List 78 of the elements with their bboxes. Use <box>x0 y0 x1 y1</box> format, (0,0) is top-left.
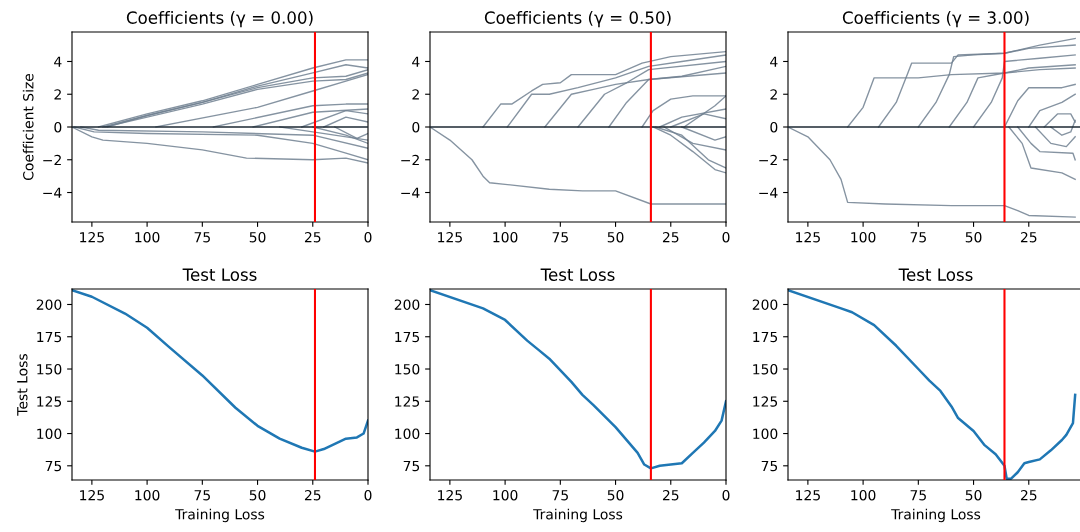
y-tick-label: 75 <box>45 460 62 472</box>
y-tick-label: 0 <box>54 121 62 133</box>
x-tick-label: 50 <box>249 231 266 243</box>
x-tick-label: 25 <box>304 489 321 501</box>
y-tick-label: 125 <box>753 396 778 407</box>
y-tick-label: 150 <box>753 363 778 375</box>
y-tick-label: 175 <box>395 331 420 343</box>
y-tick-label: −2 <box>43 154 61 166</box>
y-tick-label: 200 <box>752 299 778 310</box>
chart-title: Test Loss <box>182 268 257 281</box>
x-tick-label: 100 <box>135 231 160 243</box>
x-tick-label: 25 <box>662 489 679 501</box>
y-tick-label: 175 <box>37 331 62 343</box>
y-tick-label: 100 <box>753 428 778 440</box>
x-tick-label: 50 <box>249 489 266 501</box>
x-tick-label: 100 <box>493 489 518 501</box>
y-tick-label: −4 <box>43 187 62 198</box>
y-tick-label: 2 <box>770 89 777 100</box>
x-tick-label: 25 <box>304 231 321 243</box>
y-tick-label: 200 <box>394 299 420 310</box>
x-tick-label: 75 <box>552 490 568 501</box>
y-axis-title: Test Loss <box>17 354 28 416</box>
x-tick-label: 75 <box>552 232 568 243</box>
y-tick-label: −4 <box>759 187 778 198</box>
x-tick-label: 0 <box>722 489 730 501</box>
x-axis-title: Training Loss <box>891 508 981 523</box>
x-tick-label: 0 <box>722 231 730 243</box>
y-tick-label: 2 <box>412 89 419 100</box>
x-tick-label: 100 <box>493 231 518 243</box>
y-tick-label: 75 <box>761 460 778 472</box>
x-axis-title: Training Loss <box>175 508 265 523</box>
y-tick-label: 175 <box>753 331 778 343</box>
y-tick-label: 0 <box>412 121 420 133</box>
y-tick-label: 4 <box>770 56 778 67</box>
chart-title: Coefficients (γ = 3.00) <box>842 11 1029 28</box>
x-tick-label: 100 <box>135 489 160 501</box>
x-tick-label: 25 <box>662 231 679 243</box>
chart-title: Test Loss <box>540 268 615 281</box>
chart-title: Coefficients (γ = 0.50) <box>484 11 671 28</box>
y-tick-label: 100 <box>37 428 62 440</box>
y-tick-label: 150 <box>37 363 62 375</box>
y-tick-label: 2 <box>54 89 61 100</box>
x-axis-title: Training Loss <box>533 508 623 523</box>
x-tick-label: 50 <box>965 231 982 243</box>
x-tick-label: 125 <box>80 489 104 501</box>
y-tick-label: −4 <box>401 187 420 198</box>
x-tick-label: 50 <box>607 231 624 243</box>
x-tick-label: 0 <box>364 231 372 243</box>
x-tick-label: 125 <box>438 489 462 501</box>
x-tick-label: 25 <box>1020 231 1037 243</box>
x-tick-label: 100 <box>851 489 876 501</box>
y-tick-label: 75 <box>403 460 420 472</box>
x-tick-label: 75 <box>910 490 926 501</box>
x-tick-label: 50 <box>607 489 624 501</box>
x-tick-label: 75 <box>194 490 210 501</box>
chart-title: Coefficients (γ = 0.00) <box>126 11 313 28</box>
y-tick-label: 125 <box>37 396 62 407</box>
x-tick-label: 125 <box>796 489 820 501</box>
x-tick-label: 25 <box>1020 489 1037 501</box>
y-tick-label: 100 <box>395 428 420 440</box>
x-tick-label: 75 <box>194 232 210 243</box>
y-tick-label: −2 <box>401 154 419 166</box>
chart-title: Test Loss <box>898 268 973 281</box>
y-tick-label: 0 <box>770 121 778 133</box>
x-tick-label: 125 <box>438 231 462 243</box>
y-axis-title: Coefficient Size <box>22 73 34 181</box>
x-tick-label: 125 <box>80 231 104 243</box>
x-tick-label: 75 <box>910 232 926 243</box>
y-tick-label: 150 <box>395 363 420 375</box>
x-tick-label: 100 <box>851 231 876 243</box>
y-tick-label: 200 <box>36 299 62 310</box>
x-tick-label: 125 <box>796 231 820 243</box>
x-tick-label: 50 <box>965 489 982 501</box>
y-tick-label: −2 <box>759 154 777 166</box>
y-tick-label: 4 <box>54 56 62 67</box>
x-tick-label: 0 <box>364 489 372 501</box>
y-tick-label: 4 <box>412 56 420 67</box>
y-tick-label: 125 <box>395 396 420 407</box>
